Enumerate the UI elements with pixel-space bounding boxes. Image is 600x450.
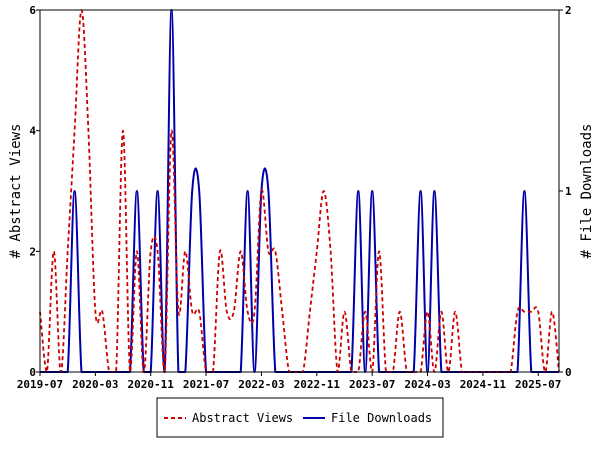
x-tick-label: 2020-03 bbox=[72, 378, 118, 391]
x-tick-label: 2020-11 bbox=[128, 378, 175, 391]
right-y-tick-label: 0 bbox=[565, 366, 572, 379]
x-tick-label: 2024-03 bbox=[404, 378, 450, 391]
abstract-views-legend-label: Abstract Views bbox=[192, 411, 293, 425]
x-tick-label: 2024-11 bbox=[460, 378, 507, 391]
x-tick-label: 2019-07 bbox=[17, 378, 63, 391]
x-tick-label: 2022-03 bbox=[238, 378, 284, 391]
plot-frame bbox=[39, 9, 560, 373]
right-y-axis: 0 1 2 bbox=[559, 4, 572, 379]
left-y-axis: 0 2 4 6 bbox=[29, 4, 40, 379]
series-layer bbox=[39, 9, 560, 373]
right-axis-title: # File Downloads bbox=[579, 124, 595, 259]
x-tick-label: 2023-07 bbox=[349, 378, 395, 391]
legend-box bbox=[156, 397, 444, 438]
right-y-tick-label: 1 bbox=[565, 185, 572, 198]
x-tick-label: 2025-07 bbox=[515, 378, 561, 391]
left-y-tick-label: 0 bbox=[29, 366, 36, 379]
x-axis: 2019-07 2020-03 2020-11 2021-07 2022-03 2022-… bbox=[17, 372, 561, 391]
left-y-tick-label: 4 bbox=[29, 125, 36, 138]
file-downloads-line bbox=[40, 9, 559, 373]
right-y-tick-label: 2 bbox=[565, 4, 572, 17]
x-tick-label: 2021-07 bbox=[183, 378, 229, 391]
x-tick-label: 2022-11 bbox=[294, 378, 341, 391]
legend: Abstract Views File Downloads bbox=[156, 397, 444, 438]
file-downloads-legend-label: File Downloads bbox=[331, 411, 432, 425]
left-y-tick-label: 6 bbox=[29, 4, 36, 17]
abstract-views-line bbox=[39, 9, 560, 373]
left-axis-title: # Abstract Views bbox=[8, 124, 24, 259]
left-y-tick-label: 2 bbox=[29, 245, 36, 258]
